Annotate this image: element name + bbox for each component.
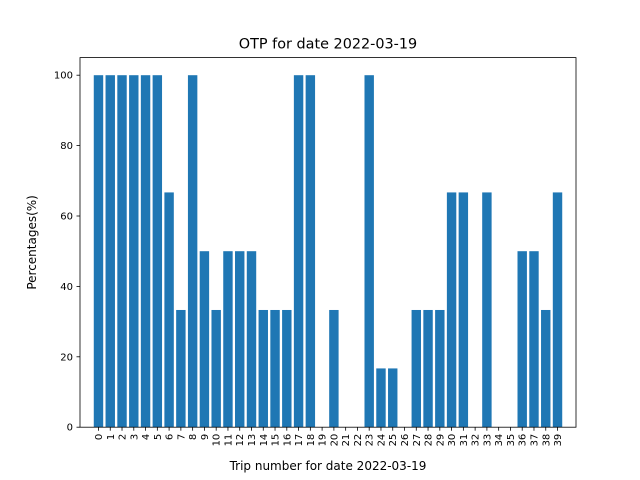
bar-30 xyxy=(446,192,457,428)
x-tick-label: 24 xyxy=(376,434,387,447)
bar-20 xyxy=(329,309,339,428)
bar-31 xyxy=(458,192,469,428)
bar-36 xyxy=(517,251,527,428)
x-tick-label: 21 xyxy=(341,434,352,447)
x-tick-label: 10 xyxy=(212,434,223,447)
y-tick-label: 20 xyxy=(60,352,73,363)
plot-frame xyxy=(79,57,577,428)
bar-18 xyxy=(305,75,316,428)
x-tick-label: 27 xyxy=(412,434,423,447)
x-tick-label: 31 xyxy=(459,434,470,447)
bar-28 xyxy=(423,309,433,428)
x-tick-label: 8 xyxy=(188,434,199,440)
bar-1 xyxy=(105,75,115,428)
axes-group xyxy=(79,57,577,428)
x-tick-label: 6 xyxy=(165,434,176,440)
x-tick-label: 0 xyxy=(94,434,105,440)
bar-38 xyxy=(541,309,551,428)
x-tick-label: 9 xyxy=(200,434,211,440)
x-tick-label: 39 xyxy=(553,434,564,447)
x-tick-label: 25 xyxy=(388,434,399,447)
x-tick-label: 5 xyxy=(153,434,164,440)
bar-23 xyxy=(364,75,374,428)
bar-8 xyxy=(187,75,198,428)
bar-16 xyxy=(282,309,292,428)
bar-11 xyxy=(223,251,233,428)
bar-4 xyxy=(140,75,151,428)
x-tick-label: 7 xyxy=(176,434,187,440)
x-tick-label: 26 xyxy=(400,434,411,447)
y-axis-label: Percentages(%) xyxy=(25,195,39,290)
y-tick-label: 100 xyxy=(54,71,73,82)
x-tick-label: 1 xyxy=(106,434,117,440)
x-tick-label: 12 xyxy=(235,434,246,447)
x-tick-label: 29 xyxy=(435,434,446,447)
x-tick-label: 22 xyxy=(353,434,364,447)
x-tick-label: 4 xyxy=(141,434,152,440)
x-tick-label: 32 xyxy=(471,434,482,447)
x-tick-label: 13 xyxy=(247,434,258,447)
x-axis-ticks: 0 1 2 3 4 5 6 7 8 9 10 11 12 13 14 15 16 17 18 19 20 21 22 23 24… xyxy=(94,427,564,446)
chart-title: OTP for date 2022-03-19 xyxy=(239,37,417,53)
x-tick-label: 20 xyxy=(329,434,340,447)
x-tick-label: 15 xyxy=(271,434,282,447)
bar-10 xyxy=(211,309,221,428)
bar-27 xyxy=(411,309,421,428)
x-axis-label: Trip number for date 2022-03-19 xyxy=(229,459,427,473)
x-tick-label: 28 xyxy=(424,434,435,447)
bar-13 xyxy=(246,251,257,428)
bar-0 xyxy=(93,75,104,428)
bar-17 xyxy=(293,75,304,428)
x-tick-label: 35 xyxy=(506,434,517,447)
bar-14 xyxy=(258,309,268,428)
bar-37 xyxy=(529,251,539,428)
y-tick-label: 40 xyxy=(60,282,73,293)
x-tick-label: 34 xyxy=(494,434,505,447)
bar-2 xyxy=(117,75,127,428)
x-tick-label: 38 xyxy=(541,434,552,447)
plot-area xyxy=(80,57,576,428)
x-tick-label: 33 xyxy=(482,434,493,447)
bar-33 xyxy=(482,192,492,428)
y-tick-label: 0 xyxy=(67,423,73,434)
bar-29 xyxy=(435,309,445,428)
x-tick-label: 14 xyxy=(259,434,270,447)
x-tick-label: 19 xyxy=(318,434,329,447)
x-tick-label: 36 xyxy=(518,434,529,447)
bar-7 xyxy=(176,309,186,428)
x-tick-label: 37 xyxy=(529,434,540,447)
bar-12 xyxy=(235,251,245,428)
x-tick-label: 17 xyxy=(294,434,305,447)
x-tick-label: 2 xyxy=(118,434,129,440)
x-tick-label: 18 xyxy=(306,434,317,447)
x-tick-label: 23 xyxy=(365,434,376,447)
x-tick-label: 16 xyxy=(282,434,293,447)
bar-39 xyxy=(552,192,563,428)
bars-group xyxy=(93,75,563,428)
x-tick-label: 3 xyxy=(129,434,140,440)
bar-9 xyxy=(199,251,210,428)
bar-5 xyxy=(152,75,163,428)
x-tick-label: 30 xyxy=(447,434,458,447)
y-tick-label: 60 xyxy=(60,212,73,223)
y-tick-label: 80 xyxy=(60,141,73,152)
x-tick-label: 11 xyxy=(223,434,234,447)
bar-3 xyxy=(129,75,139,428)
bar-25 xyxy=(388,368,398,428)
y-axis-ticks: 0 20 40 60 80 100 xyxy=(54,71,80,434)
bar-24 xyxy=(376,368,386,428)
bar-6 xyxy=(164,192,174,428)
bar-15 xyxy=(270,309,280,428)
